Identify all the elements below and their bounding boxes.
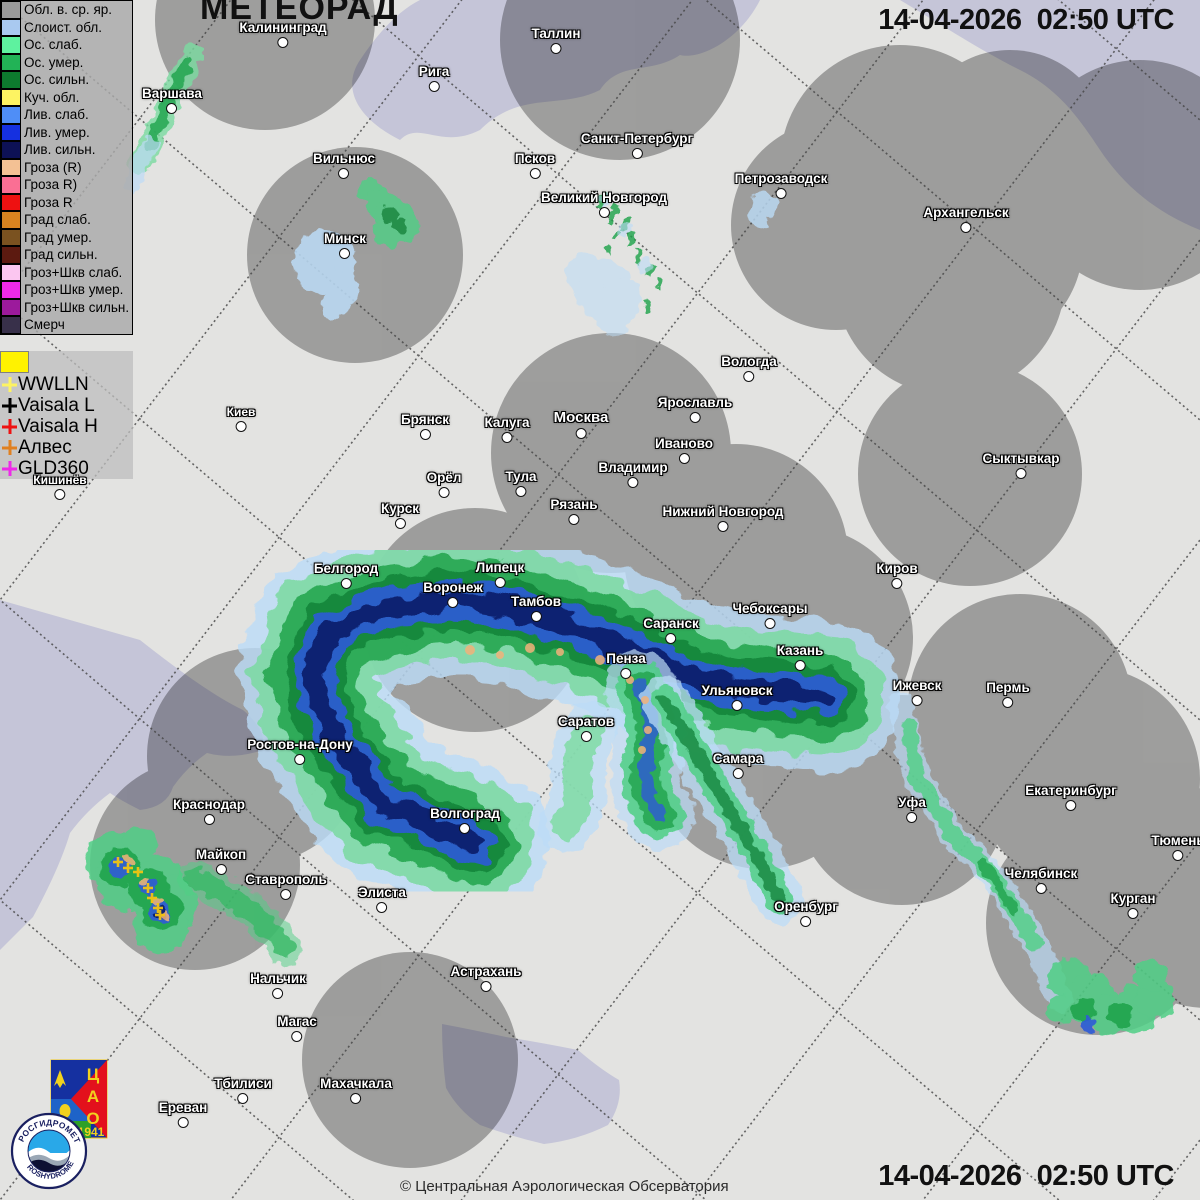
svg-text:Ц: Ц xyxy=(87,1065,100,1084)
svg-text:А: А xyxy=(87,1087,99,1106)
